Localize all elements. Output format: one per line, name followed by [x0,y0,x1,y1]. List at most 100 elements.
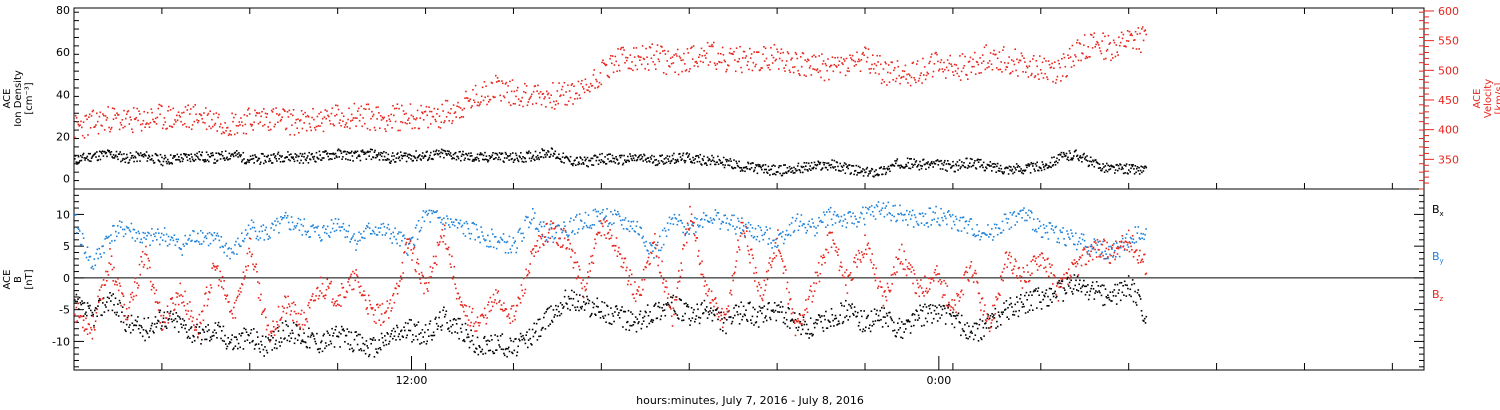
bx-point [540,329,543,331]
bx-point [566,303,568,305]
density-point [1035,165,1038,167]
density-point [1092,160,1095,163]
by-point [332,222,335,225]
bx-point [200,343,202,345]
velocity-point [268,129,270,132]
bx-point [111,309,114,312]
velocity-point [911,62,914,64]
bx-point [153,323,156,325]
density-point [599,153,601,156]
density-point [855,164,858,167]
bx-point [887,325,889,328]
bx-point [508,350,511,353]
velocity-point [732,53,734,56]
bx-point [286,339,289,342]
velocity-point [1112,39,1115,42]
density-point [653,155,655,158]
density-point [335,155,338,157]
density-point [893,165,896,167]
by-point [265,226,267,229]
velocity-point [743,50,746,53]
by-point [529,221,531,224]
velocity-point [1097,42,1099,44]
velocity-point [698,56,700,58]
bx-point [730,316,732,318]
bx-point [618,312,620,314]
bx-point [1067,276,1069,279]
bx-point [984,322,986,325]
by-point [250,219,253,221]
velocity-point [747,60,749,63]
velocity-point [299,120,301,122]
bx-point [969,331,972,334]
velocity-point [806,60,808,63]
by-point [497,240,500,242]
bx-point [1111,300,1113,302]
bx-point [104,304,106,306]
density-point [614,162,617,164]
by-point [786,234,789,237]
bx-point [840,302,842,304]
velocity-point [241,124,244,127]
bx-point [525,334,527,336]
density-point [296,159,299,162]
bx-point [622,326,624,328]
density-point [644,159,647,161]
velocity-point [921,82,923,84]
by-point [802,223,805,225]
by-point [111,240,113,242]
velocity-point [273,125,276,128]
bx-point [768,302,770,304]
by-point [394,227,396,230]
bx-point [661,307,663,309]
bx-point [314,340,317,343]
by-point [226,255,228,257]
velocity-point [849,54,851,56]
bx-point [755,321,758,323]
by-point [567,236,569,238]
by-point [87,259,90,261]
bx-point [799,321,802,323]
density-point [447,152,450,155]
bx-point [704,308,706,311]
bx-point [260,340,262,343]
density-point [768,169,770,171]
velocity-point [1063,56,1066,59]
bx-point [122,321,125,324]
bx-point [1098,290,1100,292]
density-point [300,159,302,162]
density-point [862,175,865,177]
bx-point [216,337,218,339]
velocity-point [156,116,159,119]
bx-point [915,309,917,311]
velocity-point [899,82,901,85]
by-point [708,221,711,223]
bx-point [1062,300,1064,302]
bx-point [547,325,550,327]
bx-point [398,333,400,335]
density-point [706,156,709,159]
density-point [430,151,432,154]
bx-point [1065,292,1068,294]
velocity-point [574,98,576,100]
density-point [833,159,836,162]
density-point [1076,155,1078,158]
by-point [286,215,289,217]
bx-point [715,309,718,311]
density-point [291,157,294,159]
by-point [240,245,242,247]
by-point [131,237,134,239]
density-point [133,160,135,163]
bx-point [944,323,947,325]
velocity-point [737,60,740,63]
by-point [668,216,671,219]
density-point [334,157,336,160]
density-point [976,159,978,162]
velocity-point [918,77,921,80]
bx-point [994,307,997,310]
bx-point [878,319,881,322]
density-point [346,151,349,153]
density-point [783,164,785,166]
velocity-point [198,113,201,115]
velocity-point [479,103,481,105]
